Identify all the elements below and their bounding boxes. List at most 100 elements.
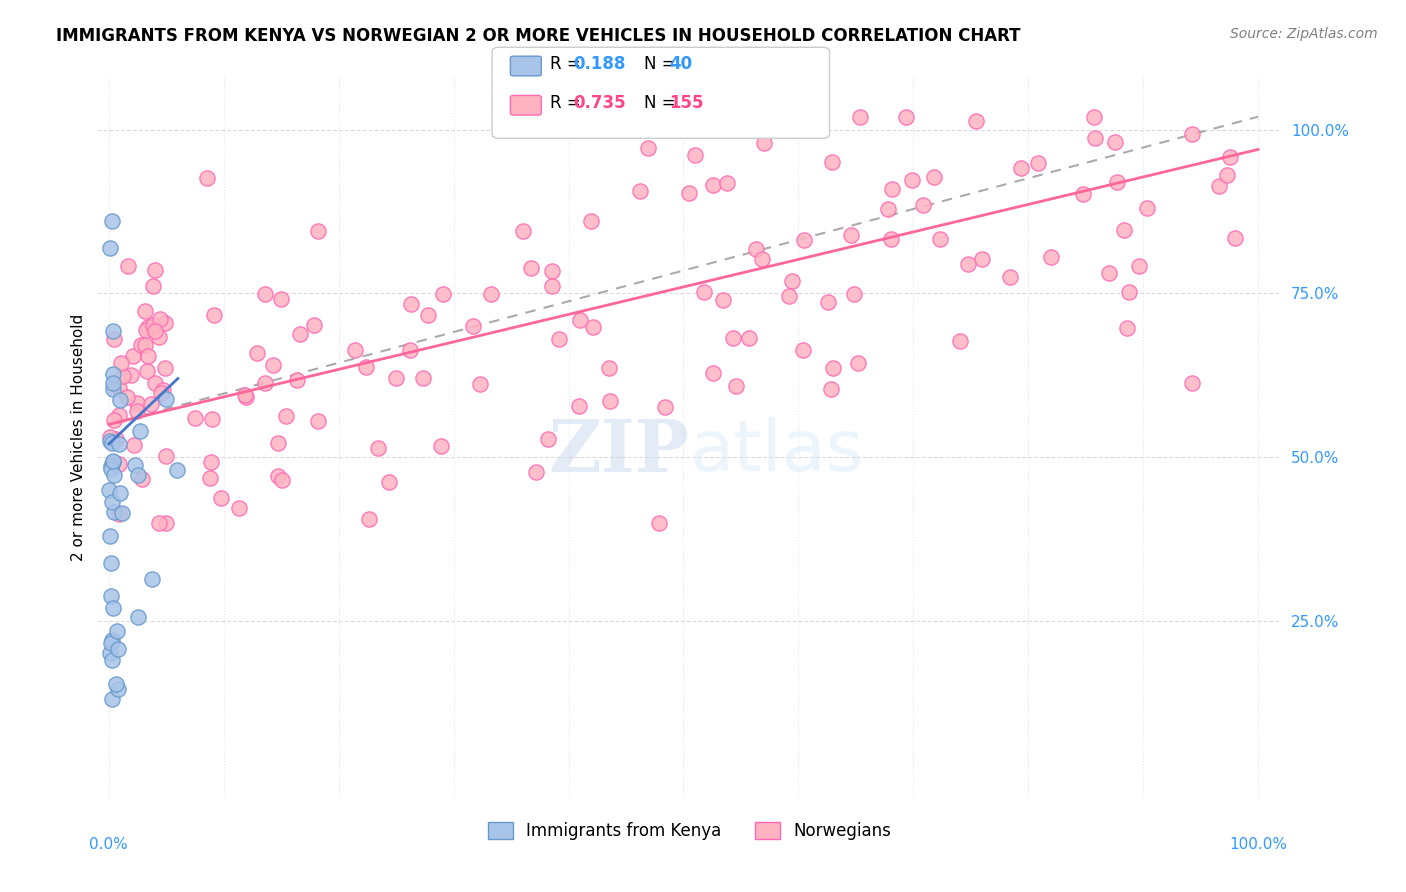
Point bbox=[100, 636, 122, 650]
Point bbox=[100, 589, 122, 603]
Point bbox=[780, 274, 803, 288]
Point bbox=[1114, 223, 1136, 237]
Point bbox=[122, 349, 145, 363]
Point bbox=[384, 370, 406, 384]
Point bbox=[141, 572, 163, 586]
Legend: Immigrants from Kenya, Norwegians: Immigrants from Kenya, Norwegians bbox=[481, 815, 897, 847]
Point bbox=[821, 361, 844, 376]
Point bbox=[541, 278, 564, 293]
Point bbox=[101, 376, 124, 390]
Text: 0.0%: 0.0% bbox=[90, 837, 128, 852]
Point bbox=[628, 184, 651, 198]
Point bbox=[1115, 320, 1137, 334]
Point bbox=[209, 491, 232, 506]
Point bbox=[267, 435, 290, 450]
Point bbox=[117, 259, 139, 273]
Text: 155: 155 bbox=[669, 95, 704, 112]
Point bbox=[399, 297, 422, 311]
Point bbox=[101, 436, 124, 450]
Point bbox=[581, 319, 603, 334]
Point bbox=[685, 148, 707, 162]
Point bbox=[143, 262, 166, 277]
Point bbox=[949, 334, 972, 349]
Point bbox=[129, 425, 152, 439]
Point bbox=[129, 338, 152, 352]
Point bbox=[1219, 150, 1241, 164]
Point bbox=[100, 462, 122, 476]
Point bbox=[200, 455, 222, 469]
Point bbox=[276, 409, 298, 424]
Point bbox=[101, 600, 124, 615]
Point bbox=[470, 377, 492, 392]
Point bbox=[599, 393, 621, 408]
Y-axis label: 2 or more Vehicles in Household: 2 or more Vehicles in Household bbox=[72, 314, 86, 561]
Point bbox=[103, 413, 125, 427]
Point bbox=[155, 361, 177, 376]
Point bbox=[738, 331, 761, 345]
Text: 40: 40 bbox=[669, 55, 692, 73]
Text: ZIP: ZIP bbox=[548, 417, 689, 487]
Point bbox=[512, 224, 534, 238]
Point bbox=[107, 642, 129, 657]
Point bbox=[759, 110, 782, 124]
Point bbox=[648, 516, 671, 530]
Point bbox=[1084, 131, 1107, 145]
Point bbox=[846, 356, 869, 370]
Point bbox=[754, 136, 776, 150]
Point bbox=[894, 110, 917, 124]
Point bbox=[138, 350, 160, 364]
Point bbox=[568, 312, 591, 326]
Point bbox=[479, 287, 502, 301]
Point bbox=[127, 396, 149, 410]
Text: R =: R = bbox=[550, 55, 586, 73]
Point bbox=[103, 333, 125, 347]
Point bbox=[101, 324, 124, 338]
Point bbox=[1083, 110, 1105, 124]
Point bbox=[1039, 250, 1062, 264]
Point bbox=[100, 653, 122, 667]
Point bbox=[101, 454, 124, 468]
Point bbox=[965, 113, 987, 128]
Point bbox=[1208, 179, 1230, 194]
Point bbox=[228, 500, 250, 515]
Point bbox=[702, 366, 724, 380]
Point bbox=[882, 182, 904, 196]
Point bbox=[104, 433, 127, 447]
Point bbox=[101, 495, 124, 509]
Point bbox=[357, 512, 380, 526]
Point bbox=[970, 252, 993, 266]
Point bbox=[724, 379, 747, 393]
Point bbox=[127, 404, 149, 418]
Point bbox=[142, 318, 165, 332]
Point bbox=[108, 507, 131, 521]
Point bbox=[101, 214, 124, 228]
Point bbox=[254, 287, 277, 301]
Point bbox=[537, 432, 560, 446]
Point bbox=[778, 289, 800, 303]
Point bbox=[1216, 168, 1239, 182]
Point bbox=[198, 471, 221, 485]
Point bbox=[235, 391, 257, 405]
Point bbox=[793, 233, 815, 247]
Point bbox=[101, 633, 124, 648]
Point bbox=[139, 397, 162, 411]
Point bbox=[101, 454, 124, 468]
Point bbox=[841, 228, 863, 243]
Point bbox=[108, 408, 131, 422]
Point bbox=[1071, 187, 1094, 202]
Point bbox=[817, 294, 839, 309]
Point bbox=[998, 270, 1021, 285]
Point bbox=[304, 318, 326, 332]
Point bbox=[111, 369, 134, 384]
Point bbox=[131, 472, 153, 486]
Point bbox=[520, 261, 543, 276]
Point bbox=[100, 458, 122, 473]
Point bbox=[136, 364, 159, 378]
Point bbox=[418, 308, 440, 322]
Point bbox=[288, 326, 311, 341]
Point bbox=[354, 359, 377, 374]
Point bbox=[100, 241, 122, 255]
Text: 0.735: 0.735 bbox=[574, 95, 626, 112]
Point bbox=[598, 361, 620, 376]
Point bbox=[377, 475, 399, 489]
